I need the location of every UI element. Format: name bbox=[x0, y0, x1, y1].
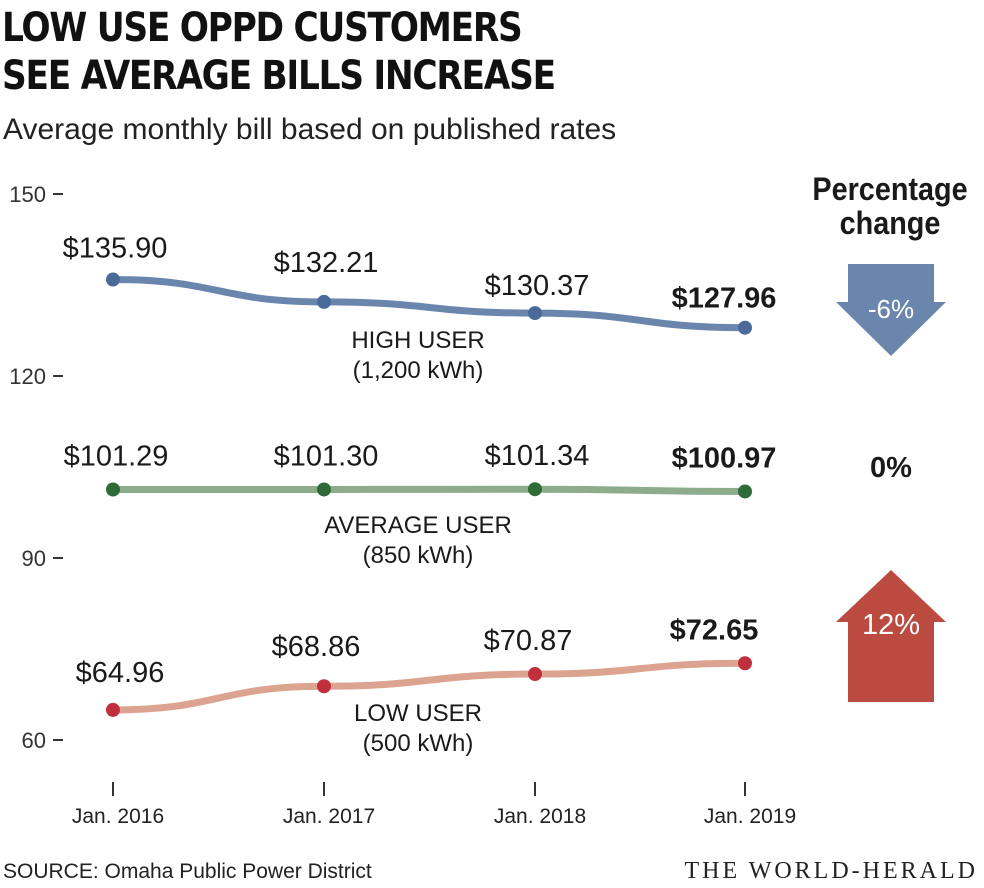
average-user-value-label-3: $100.97 bbox=[672, 442, 777, 474]
high-user-kwh-label: (1,200 kWh) bbox=[353, 357, 484, 384]
low-user-point-1 bbox=[317, 679, 331, 694]
low-user-point-3 bbox=[738, 656, 752, 671]
high-user-change-arrow bbox=[836, 264, 946, 356]
average-user-name-label: AVERAGE USER bbox=[324, 512, 512, 539]
high-user-line bbox=[109, 276, 749, 332]
high-user-change-label: -6% bbox=[868, 294, 914, 324]
chart-title: LOW USE OPPD CUSTOMERS SEE AVERAGE BILLS… bbox=[2, 4, 556, 100]
x-tick-label-0: Jan. 2016 bbox=[72, 805, 164, 828]
high-user-value-label-3: $127.96 bbox=[672, 283, 777, 315]
low-user-change-label: 12% bbox=[862, 609, 920, 641]
low-user-point-0 bbox=[106, 702, 120, 717]
y-tick-label-60: 60 bbox=[22, 728, 46, 753]
y-tick-label-90: 90 bbox=[22, 546, 46, 571]
pct-header-line-2: change bbox=[839, 205, 941, 241]
low-user-name-label: LOW USER bbox=[354, 700, 482, 727]
pct-header-line-1: Percentage bbox=[812, 171, 968, 207]
low-user-change-arrow bbox=[836, 570, 946, 702]
high-user-point-0 bbox=[106, 272, 120, 287]
average-user-point-2 bbox=[528, 482, 542, 497]
source-note: SOURCE: Omaha Public Power District bbox=[3, 860, 372, 883]
chart-subtitle: Average monthly bill based on published … bbox=[3, 113, 617, 146]
high-user-point-2 bbox=[528, 306, 542, 321]
high-user-value-label-2: $130.37 bbox=[485, 270, 590, 302]
average-user-point-1 bbox=[317, 482, 331, 497]
low-user-kwh-label: (500 kWh) bbox=[363, 730, 474, 757]
title-line-1: LOW USE OPPD CUSTOMERS bbox=[2, 5, 523, 51]
x-tick-label-2: Jan. 2018 bbox=[494, 805, 586, 828]
average-user-point-3 bbox=[738, 484, 752, 499]
low-user-value-label-2: $70.87 bbox=[484, 625, 573, 657]
title-line-2: SEE AVERAGE BILLS INCREASE bbox=[2, 53, 556, 99]
high-user-point-3 bbox=[738, 320, 752, 335]
low-user-value-label-3: $72.65 bbox=[670, 614, 759, 646]
average-user-kwh-label: (850 kWh) bbox=[363, 542, 474, 569]
low-user-point-2 bbox=[528, 667, 542, 682]
average-user-point-0 bbox=[106, 482, 120, 497]
average-user-line bbox=[109, 485, 749, 495]
percentage-change-header: Percentage change bbox=[800, 172, 980, 240]
low-user-value-label-0: $64.96 bbox=[76, 657, 165, 689]
average-user-value-label-1: $101.30 bbox=[274, 440, 379, 472]
average-user-value-label-0: $101.29 bbox=[64, 441, 169, 473]
high-user-point-1 bbox=[317, 294, 331, 309]
y-tick-label-150: 150 bbox=[9, 182, 46, 207]
low-user-value-label-1: $68.86 bbox=[272, 631, 361, 663]
y-tick-label-120: 120 bbox=[9, 364, 46, 389]
average-user-change-label: 0% bbox=[870, 452, 912, 484]
publisher-credit: THE WORLD-HERALD bbox=[684, 858, 978, 884]
high-user-value-label-1: $132.21 bbox=[274, 247, 379, 279]
x-tick-label-3: Jan. 2019 bbox=[704, 805, 796, 828]
high-user-name-label: HIGH USER bbox=[351, 327, 484, 354]
low-user-line bbox=[109, 659, 749, 714]
high-user-value-label-0: $135.90 bbox=[63, 233, 168, 265]
x-tick-label-1: Jan. 2017 bbox=[283, 805, 375, 828]
average-user-value-label-2: $101.34 bbox=[485, 440, 590, 472]
